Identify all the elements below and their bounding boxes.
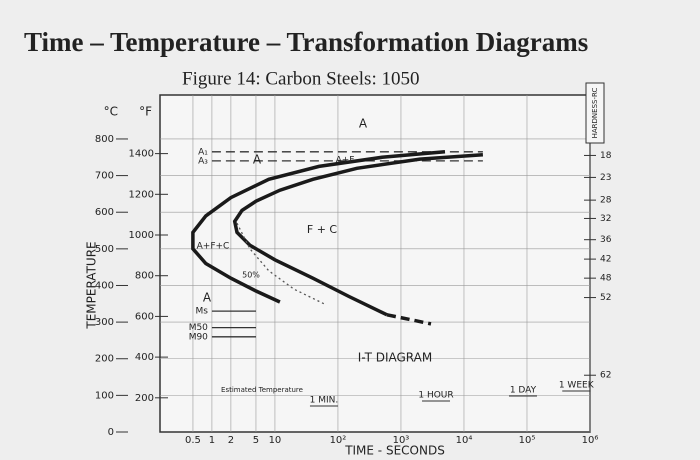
annotation: I-T DIAGRAM xyxy=(358,351,432,365)
time-mark-label: 1 WEEK xyxy=(559,381,595,391)
hardness-title-box xyxy=(585,82,605,144)
y2-tick-label: 200 xyxy=(135,393,154,404)
x-tick-label: 10⁴ xyxy=(456,435,473,446)
y2-tick-label: 600 xyxy=(135,311,154,322)
y-tick-label: 0 xyxy=(108,427,114,438)
annotation: F + C xyxy=(307,223,338,236)
chart-title: Figure 14: Carbon Steels: 1050 xyxy=(182,68,419,89)
annotation: A+F xyxy=(336,156,355,166)
y-tick-label: 600 xyxy=(95,207,114,218)
y-tick-label: 400 xyxy=(95,280,114,291)
annotation: A xyxy=(203,291,212,305)
y-tick-label: 300 xyxy=(95,317,114,328)
time-mark-label: 1 DAY xyxy=(510,386,537,396)
curve xyxy=(232,152,484,317)
time-mark-label: 1 HOUR xyxy=(418,391,453,401)
y-tick-label: 200 xyxy=(95,354,114,365)
x-tick-label: 10 xyxy=(269,435,282,446)
curve-label: A₁ xyxy=(198,147,208,157)
y2-tick-label: 1400 xyxy=(129,149,154,160)
hardness-title: HARDNESS-RC xyxy=(591,87,599,138)
y2-tick-label: 800 xyxy=(135,271,154,282)
x-tick-label: 10⁵ xyxy=(519,435,536,446)
y2-tick-label: 400 xyxy=(135,352,154,363)
annotation: A xyxy=(359,117,368,131)
x-tick-label: 10⁶ xyxy=(582,435,599,446)
annotation: Estimated Temperature xyxy=(221,386,303,394)
x-tick-label: 5 xyxy=(253,435,259,446)
plot-frame xyxy=(159,94,591,433)
hardness-label: 36 xyxy=(600,235,612,245)
hardness-label: 62 xyxy=(600,371,611,381)
y-tick-label: 500 xyxy=(95,244,114,255)
annotation: 50% xyxy=(242,271,260,280)
curve-label: Ms xyxy=(195,307,208,317)
page-title: Time – Temperature – Transformation Diag… xyxy=(24,27,588,57)
curve-label: M90 xyxy=(189,332,208,342)
hardness-label: 48 xyxy=(600,274,612,284)
curve-label: A₃ xyxy=(198,156,208,166)
x-tick-label: 10³ xyxy=(393,435,410,446)
y-tick-label: 100 xyxy=(95,390,114,401)
time-mark-label: 1 MIN. xyxy=(310,396,339,406)
hardness-label: 18 xyxy=(600,151,612,161)
curve xyxy=(386,313,432,326)
y-unit: °C xyxy=(104,105,118,119)
x-tick-label: 0.5 xyxy=(185,435,201,446)
curve xyxy=(191,150,446,304)
hardness-label: 23 xyxy=(600,173,611,183)
annotation: A xyxy=(253,153,262,167)
hardness-label: 28 xyxy=(600,196,612,206)
hardness-label: 32 xyxy=(600,214,611,224)
y-tick-label: 700 xyxy=(95,171,114,182)
y-axis-title: TEMPERATURE xyxy=(85,241,99,329)
hardness-label: 52 xyxy=(600,293,611,303)
x-tick-label: 10² xyxy=(330,435,347,446)
x-axis-title: TIME - SECONDS xyxy=(344,444,445,458)
x-tick-label: 2 xyxy=(228,435,234,446)
y-tick-label: 800 xyxy=(95,134,114,145)
y2-tick-label: 1200 xyxy=(129,189,154,200)
hardness-label: 42 xyxy=(600,255,611,265)
y2-unit: °F xyxy=(139,105,152,119)
y2-tick-label: 1000 xyxy=(129,230,154,241)
annotation: A+F+C xyxy=(197,242,230,252)
x-tick-label: 1 xyxy=(209,435,215,446)
curve-label: M50 xyxy=(189,323,208,333)
